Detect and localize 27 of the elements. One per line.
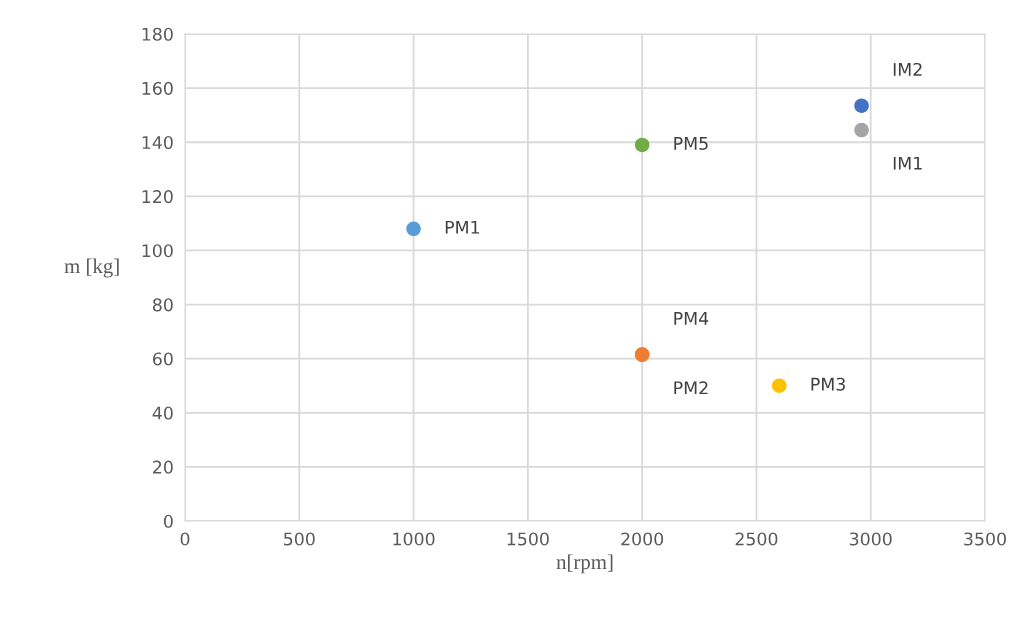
series-label: PM2: [674, 381, 708, 395]
y-tick-label: 120: [142, 190, 173, 204]
y-tick-label: 160: [142, 81, 173, 95]
y-tick-label: 100: [142, 244, 173, 258]
x-tick-label: 1000: [393, 532, 435, 546]
series-label: PM5: [674, 137, 708, 150]
x-tick-label: 0: [180, 532, 190, 546]
y-tick-label: 20: [153, 460, 173, 474]
x-tick-label: 2500: [735, 532, 778, 546]
y-tick-label: 80: [152, 298, 173, 312]
series-label: PM3: [811, 377, 845, 391]
text: IM2: [893, 62, 922, 76]
x-tick-label: 1500: [507, 532, 549, 546]
text: IM1: [893, 156, 922, 170]
x-tick-label: 3000: [849, 532, 892, 546]
x-tick-label: 500: [284, 532, 315, 546]
y-tick-label: 0: [163, 514, 173, 528]
y-axis-title: m [kg]: [64, 258, 119, 278]
text: PM4: [674, 312, 709, 325]
y-tick-label: 40: [152, 406, 173, 420]
y-tick-label: 60: [153, 352, 173, 366]
x-tick-label: 3500: [964, 532, 1006, 546]
series-label: PM1: [445, 220, 480, 234]
x-axis-title: n[rpm]: [556, 554, 613, 574]
y-tick-label: 140: [142, 135, 173, 150]
x-tick-label: 2000: [621, 532, 664, 546]
y-tick-label: 180: [142, 27, 173, 41]
